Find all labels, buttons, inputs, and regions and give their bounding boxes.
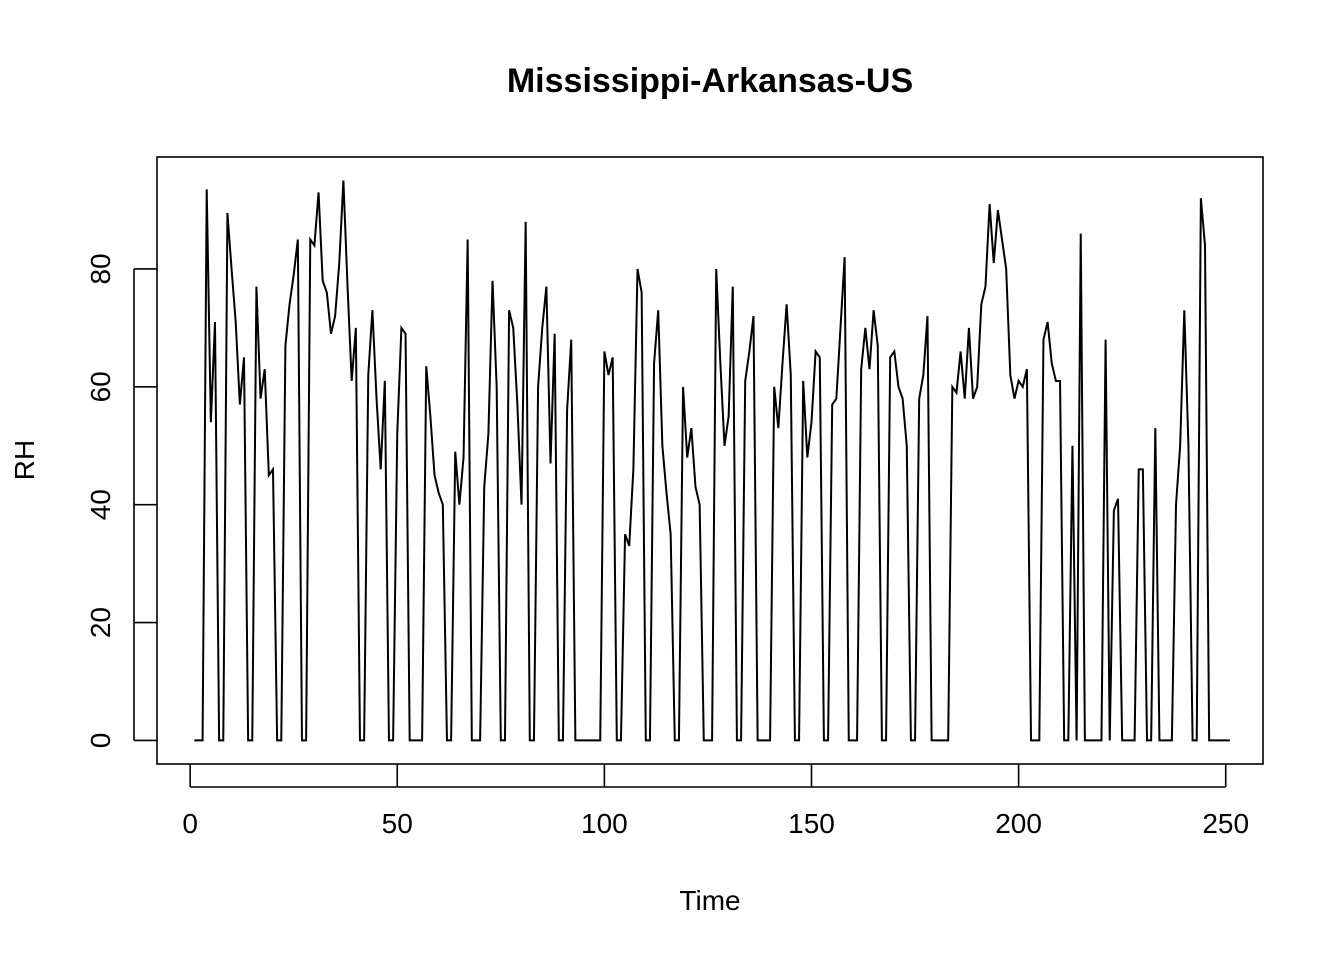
plot-frame <box>156 156 1264 765</box>
y-tick-label: 20 <box>85 607 116 638</box>
x-axis: 0 50 100 150 200 250 <box>182 764 1249 839</box>
x-tick-label: 100 <box>581 808 628 839</box>
chart-title: Mississippi-Arkansas-US <box>507 62 913 100</box>
x-axis-label: Time <box>679 885 740 916</box>
y-tick-label: 80 <box>85 253 116 284</box>
y-tick-label: 60 <box>85 371 116 402</box>
x-tick-label: 50 <box>382 808 413 839</box>
y-axis: 0 20 40 60 80 <box>85 253 157 748</box>
y-tick-label: 40 <box>85 489 116 520</box>
x-tick-label: 250 <box>1202 808 1249 839</box>
x-tick-label: 150 <box>788 808 835 839</box>
y-axis-label: RH <box>9 440 40 480</box>
y-tick-label: 0 <box>85 733 116 749</box>
x-tick-label: 200 <box>995 808 1042 839</box>
series-line <box>194 180 1230 742</box>
x-tick-label: 0 <box>182 808 198 839</box>
series-layer <box>194 180 1230 742</box>
